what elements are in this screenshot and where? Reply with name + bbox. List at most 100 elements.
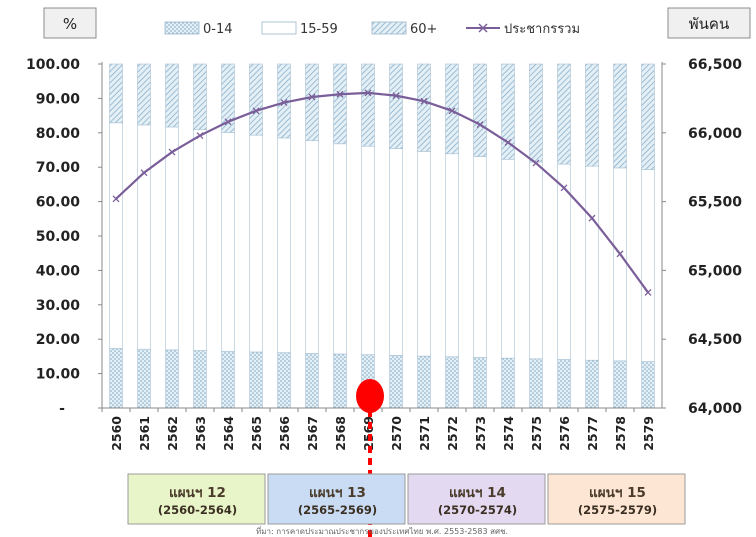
bar-0-14-2570 [389,355,403,409]
line-point-2567 [308,93,316,101]
bar-60+-2565 [249,63,263,136]
line-point-2574 [504,138,512,146]
legend: 0-14 15-59 60+ ประชากรรวม [164,21,580,37]
right-tick-label: 66,000 [688,126,742,142]
bar-60+-2567 [305,63,319,142]
bar-15-59-2570 [389,148,403,356]
bar-0-14-2563 [193,350,207,409]
left-tick-label: 10.00 [36,367,81,383]
line-point-2570 [392,92,400,100]
bar-15-59-2561 [137,124,151,350]
axes-layer: - 10.00 20.00 30.00 40.00 50.00 60.00 70.00 80.0… [26,57,742,451]
line-point-2576 [560,184,568,192]
plan-range: (2565-2569) [298,503,377,517]
bar-60+-2578 [613,63,627,169]
bar-15-59-2563 [193,129,207,351]
bar-0-14-2576 [557,359,571,409]
legend-item-3: ประชากรรวม [466,22,580,37]
right-axis-unit: พันคน [689,15,729,33]
bar-0-14-2573 [473,357,487,409]
right-tick-label: 65,500 [688,195,742,211]
x-tick-label: 2569 [361,416,376,451]
legend-item-0: 0-14 [164,21,233,37]
bar-15-59-2564 [221,132,235,352]
plan-box-12: แผนฯ 12 (2560-2564) [127,473,266,525]
left-tick-label: 40.00 [36,263,81,279]
total-population-line-layer [112,89,652,296]
bar-15-59-2579 [641,169,655,362]
x-tick-label: 2579 [641,416,656,451]
left-tick-label: 100.00 [26,57,80,73]
bar-15-59-2575 [529,161,543,360]
bar-15-59-2560 [109,122,123,349]
line-point-2561 [140,169,148,177]
line-point-2568 [336,90,344,98]
bar-15-59-2569 [361,145,375,355]
line-point-2565 [252,107,260,115]
legend-label: 0-14 [203,22,233,37]
bar-0-14-2566 [277,352,291,409]
plan-name: แผนฯ 14 [449,485,506,501]
bar-15-59-2573 [473,156,487,358]
left-tick-label: 90.00 [36,91,81,107]
bar-15-59-2567 [305,140,319,354]
bar-0-14-2579 [641,361,655,409]
plan-range: (2560-2564) [158,503,237,517]
bar-60+-2570 [389,63,403,149]
bar-15-59-2578 [613,167,627,362]
legend-item-1: 15-59 [261,21,338,37]
legend-swatch [164,21,200,35]
plan-box-13: แผนฯ 13 (2565-2569) [267,473,406,525]
bar-0-14-2575 [529,358,543,409]
bar-0-14-2578 [613,360,627,409]
x-tick-label: 2568 [333,416,348,451]
left-tick-label: 60.00 [36,195,81,211]
bar-0-14-2560 [109,348,123,409]
plan-box-background [547,473,686,525]
x-tick-label: 2567 [305,416,320,451]
bar-15-59-2566 [277,137,291,353]
legend-swatch [371,21,407,35]
line-point-2579 [644,288,652,296]
line-point-2572 [448,107,456,115]
bar-60+-2560 [109,63,123,124]
bar-60+-2568 [333,63,347,145]
bar-60+-2575 [529,63,543,163]
right-tick-label: 64,000 [688,401,742,417]
x-tick-label: 2563 [193,416,208,451]
bar-0-14-2572 [445,356,459,409]
bar-60+-2561 [137,63,151,126]
left-unit-box: % [43,7,97,39]
bar-15-59-2571 [417,151,431,357]
x-tick-label: 2566 [277,416,292,451]
legend-label: ประชากรรวม [504,22,580,37]
x-tick-label: 2570 [389,416,404,451]
line-point-2566 [280,99,288,106]
x-tick-label: 2577 [585,416,600,451]
line-point-2571 [420,97,428,105]
plan-range: (2575-2579) [578,503,657,517]
x-tick-label: 2576 [557,416,572,451]
x-tick-label: 2571 [417,416,432,451]
plan-box-background [127,473,266,525]
left-tick-label: 70.00 [36,160,81,176]
legend-label: 60+ [410,22,437,37]
plan-range: (2570-2574) [438,503,517,517]
plan-name: แผนฯ 13 [309,485,366,501]
left-tick-label: 50.00 [36,229,81,245]
plan-box-15: แผนฯ 15 (2575-2579) [547,473,686,525]
x-tick-label: 2573 [473,416,488,451]
legend-label: 15-59 [300,22,338,37]
bar-15-59-2565 [249,134,263,353]
right-tick-label: 65,000 [688,263,742,279]
footnote: ที่มา: การคาดประมาณประชากรของประเทศไทย พ… [256,525,508,536]
bar-15-59-2577 [585,165,599,361]
plan-box-14: แผนฯ 14 (2570-2574) [407,473,546,525]
bar-60+-2564 [221,63,235,133]
left-tick-label: 20.00 [36,332,81,348]
x-tick-label: 2578 [613,416,628,451]
bar-0-14-2561 [137,348,151,409]
left-tick-label: - [59,401,65,417]
right-tick-label: 66,500 [688,57,742,73]
